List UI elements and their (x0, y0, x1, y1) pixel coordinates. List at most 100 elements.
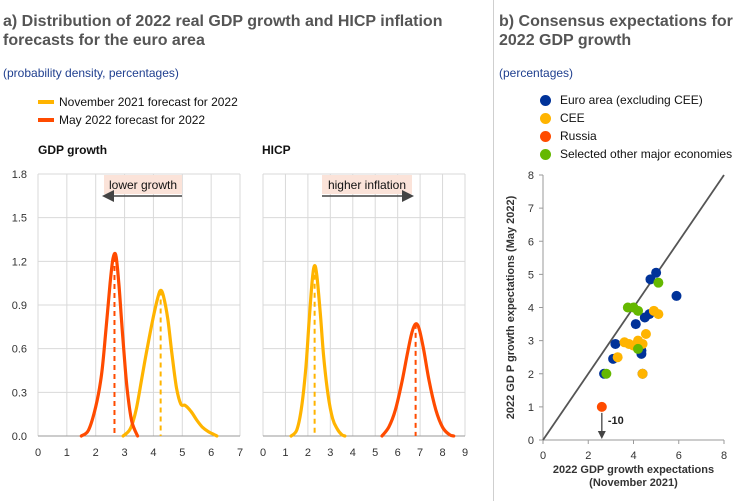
y-tick-label: 1.8 (12, 169, 27, 181)
x-tick-label: 0 (260, 447, 266, 459)
x-tick-label: 9 (462, 447, 468, 459)
legend-label: CEE (560, 111, 585, 125)
y-tick-label: 2 (528, 369, 534, 381)
x-tick-label: 3 (122, 447, 128, 459)
y-tick-label: 1.2 (12, 256, 27, 268)
panel-b-title-line1: b) Consensus expectations for (499, 13, 733, 30)
panel-a-title-line1: a) Distribution of 2022 real GDP growth … (3, 13, 443, 30)
x-tick-label: 5 (179, 447, 185, 459)
scatter-chart: 0 1 2 3 4 5 6 7 8 0 2 4 6 8 2022 GDP growth expectatio… (505, 170, 727, 489)
legend-swatch (38, 100, 54, 104)
x-axis-label: 2022 GDP growth expectations (553, 464, 714, 476)
legend-dot (540, 148, 551, 160)
scatter-point (653, 277, 664, 288)
y-tick-label: 1 (528, 402, 534, 414)
x-tick-label: 4 (630, 450, 636, 462)
x-tick-label: 1 (282, 447, 288, 459)
annotation-arrow-head (402, 190, 414, 202)
panel-b-legend: Euro area (excluding CEE) CEE Russia Sel… (540, 91, 732, 163)
scatter-point (596, 401, 607, 412)
x-tick-label: 4 (150, 447, 156, 459)
y-tick-label: 5 (528, 269, 534, 281)
legend-label: Euro area (excluding CEE) (560, 93, 703, 107)
x-axis-label-line2: (November 2021) (589, 477, 678, 489)
y-tick-label: 1.5 (12, 213, 27, 225)
x-tick-label: 0 (35, 447, 41, 459)
legend-dot (540, 112, 551, 124)
legend-item-nov-2021: November 2021 forecast for 2022 (38, 93, 238, 111)
x-tick-label: 5 (372, 447, 378, 459)
scatter-point (637, 368, 648, 379)
legend-item-euro-area: Euro area (excluding CEE) (540, 91, 732, 109)
y-tick-label: 0.6 (12, 344, 27, 356)
legend-label: May 2022 forecast for 2022 (59, 113, 206, 127)
x-tick-label: 0 (540, 450, 546, 462)
scatter-point (640, 329, 651, 339)
density-curve-0 (289, 264, 347, 438)
annotation-label: higher inflation (328, 178, 406, 192)
scatter-point (633, 343, 644, 354)
legend-item-other-major: Selected other major economies (540, 145, 732, 163)
x-tick-label: 7 (417, 447, 423, 459)
off-chart-label: -10 (608, 415, 624, 427)
y-axis-label: 2022 GD P growth expectations (May 2022) (505, 195, 517, 419)
y-tick-label: 4 (528, 303, 534, 315)
x-tick-label: 4 (350, 447, 356, 459)
legend-item-russia: Russia (540, 127, 732, 145)
x-tick-label: 1 (64, 447, 70, 459)
y-tick-label: 0.0 (12, 431, 27, 443)
annotation-arrow-head (102, 190, 114, 202)
off-chart-arrow-head (597, 431, 606, 439)
panel-a-charts: GDP growth 0 1 2 3 4 5 6 7 0.0 0.3 0.6 0.9 1.2 1.5 1.8… (12, 143, 468, 459)
panel-b-title-line2: 2022 GDP growth (499, 32, 632, 49)
annotation-box (322, 175, 412, 194)
gdp-growth-chart: GDP growth 0 1 2 3 4 5 6 7 0.0 0.3 0.6 0.9 1.2 1.5 1.8… (12, 143, 243, 459)
panel-a-title: a) Distribution of 2022 real GDP growth … (3, 12, 442, 50)
panel-b-subtitle: (percentages) (499, 66, 574, 80)
scatter-point (653, 309, 664, 320)
x-tick-label: 6 (395, 447, 401, 459)
scatter-point (671, 290, 682, 301)
y-tick-label: 6 (528, 236, 534, 248)
scatter-point (610, 338, 621, 349)
panel-b-scatter: 0 1 2 3 4 5 6 7 8 0 2 4 6 8 2022 GDP growth expectatio… (505, 170, 727, 489)
scatter-point (633, 305, 644, 316)
x-tick-label: 2 (585, 450, 591, 462)
hicp-chart: HICP 0 1 2 3 4 5 6 7 8 9 higher inflation (260, 143, 468, 459)
panel-a-subtitle: (probability density, percentages) (3, 66, 179, 80)
scatter-point (651, 267, 662, 278)
panel-separator (493, 0, 494, 501)
legend-label: November 2021 forecast for 2022 (59, 95, 238, 109)
legend-label: Russia (560, 129, 597, 143)
legend-swatch (38, 118, 54, 122)
density-curve-1 (380, 322, 456, 438)
y-tick-label: 0.9 (12, 300, 27, 312)
x-tick-label: 2 (305, 447, 311, 459)
x-tick-label: 8 (439, 447, 445, 459)
legend-item-may-2022: May 2022 forecast for 2022 (38, 111, 238, 129)
scatter-point (601, 368, 612, 379)
hicp-chart-title: HICP (262, 143, 291, 157)
gdp-chart-title: GDP growth (38, 143, 107, 157)
y-tick-label: 3 (528, 336, 534, 348)
scatter-point (630, 319, 641, 330)
legend-item-cee: CEE (540, 109, 732, 127)
x-tick-label: 7 (237, 447, 243, 459)
y-tick-label: 8 (528, 170, 534, 182)
panel-b-title: b) Consensus expectations for 2022 GDP g… (499, 12, 733, 50)
x-tick-label: 8 (721, 450, 727, 462)
scatter-point (645, 274, 656, 285)
scatter-point (612, 352, 623, 363)
legend-dot (540, 94, 551, 106)
y-tick-label: 0 (528, 435, 534, 447)
x-tick-label: 6 (208, 447, 214, 459)
y-tick-label: 7 (528, 203, 534, 215)
x-tick-label: 3 (327, 447, 333, 459)
annotation-box (104, 175, 182, 194)
legend-dot (540, 130, 551, 142)
density-curve-0 (121, 288, 219, 438)
legend-label: Selected other major economies (560, 147, 733, 161)
x-tick-label: 2 (93, 447, 99, 459)
density-curve-1 (79, 251, 140, 438)
panel-a-legend: November 2021 forecast for 2022 May 2022… (38, 93, 238, 129)
